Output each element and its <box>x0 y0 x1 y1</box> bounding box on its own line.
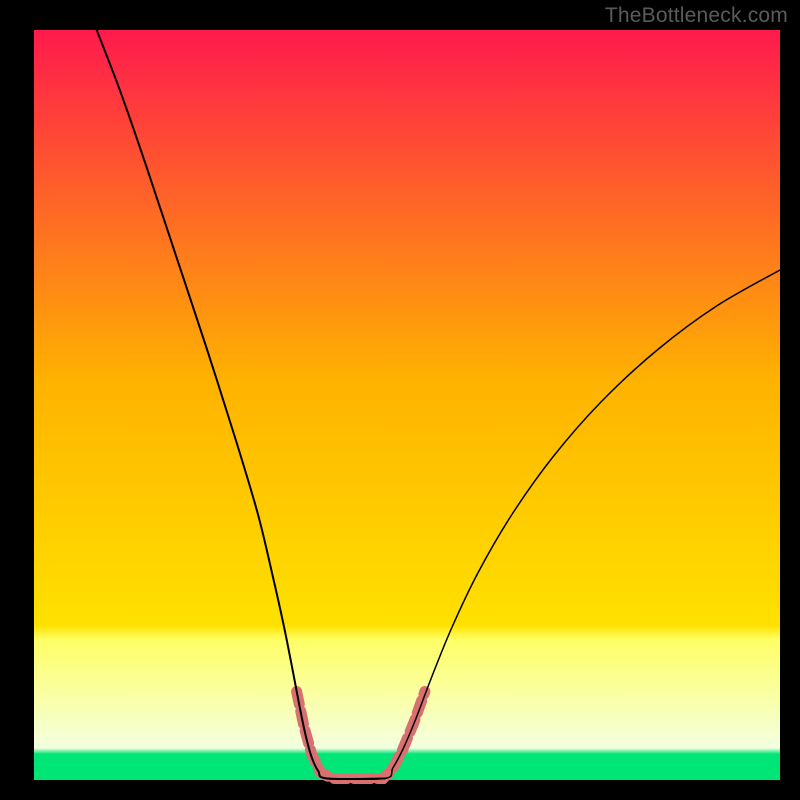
plot-background <box>34 30 780 780</box>
bottleneck-chart <box>0 0 800 800</box>
watermark-text: TheBottleneck.com <box>605 4 788 28</box>
chart-stage: TheBottleneck.com <box>0 0 800 800</box>
